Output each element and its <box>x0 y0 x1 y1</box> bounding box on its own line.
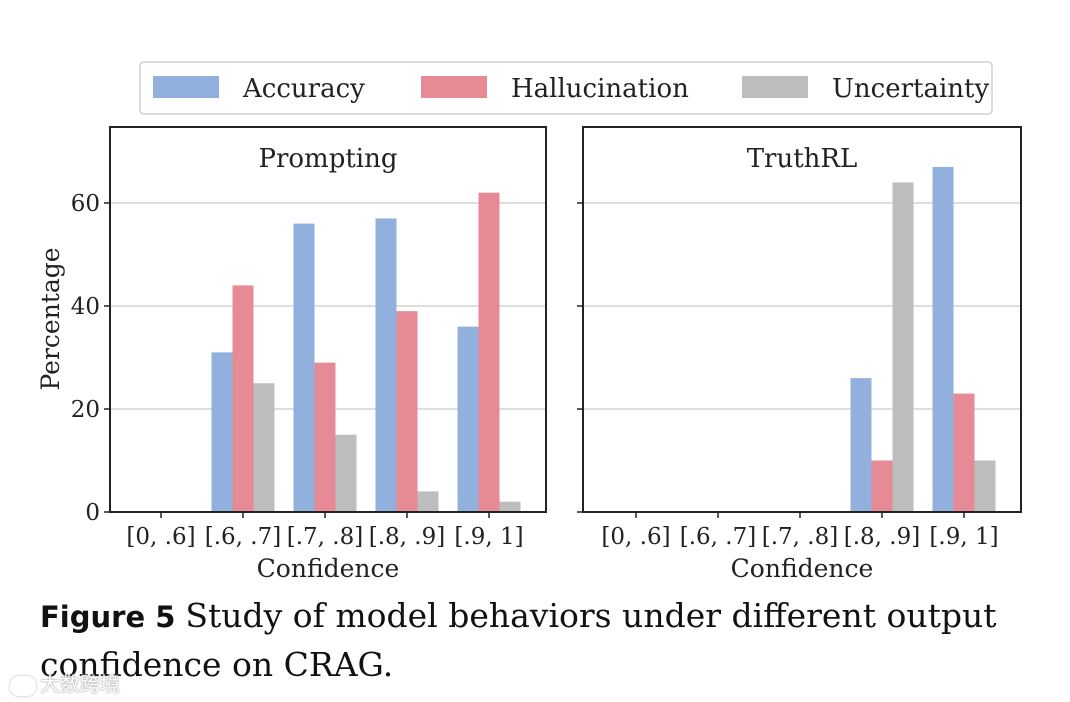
legend-label-hallucination: Hallucination <box>511 74 689 104</box>
legend-label-accuracy: Accuracy <box>242 74 365 104</box>
panel-prompting: Prompting 0 20 40 60 [0, .6] [.6, .7] [.7, .8… <box>36 126 547 583</box>
ytick-label-prompting-0: 0 <box>85 500 100 526</box>
ytick-label-prompting-40: 40 <box>71 294 100 320</box>
legend: Accuracy Hallucination Uncertainty <box>139 61 993 115</box>
bar-prompting-hallucination-2 <box>314 362 336 512</box>
bar-truthrl-hallucination-3 <box>871 460 893 512</box>
bar-prompting-uncertainty-4 <box>499 501 521 512</box>
figure-caption-label: Figure 5 <box>40 600 176 634</box>
figure-caption: Figure 5 Study of model behaviors under d… <box>40 592 1040 689</box>
bar-prompting-accuracy-4 <box>457 326 479 512</box>
panel-truthrl: TruthRL [0, .6] [.6, .7] [.7, .8] [.8, .9] [… <box>577 126 1022 583</box>
xtick-label-prompting-3: [.8, .9] <box>369 524 445 550</box>
panel-truthrl-title: TruthRL <box>747 144 858 174</box>
legend-swatch-uncertainty <box>742 76 808 98</box>
legend-frame <box>139 61 993 115</box>
bar-prompting-uncertainty-2 <box>335 434 357 512</box>
xtick-label-truthrl-0: [0, .6] <box>601 524 670 550</box>
bar-prompting-accuracy-3 <box>375 218 397 512</box>
xtick-label-prompting-0: [0, .6] <box>126 524 195 550</box>
panel-prompting-ylabel: Percentage <box>36 247 65 390</box>
legend-swatch-hallucination <box>421 76 487 98</box>
bar-prompting-hallucination-4 <box>478 192 500 512</box>
ytick-label-prompting-20: 20 <box>71 397 100 423</box>
bar-truthrl-hallucination-4 <box>953 393 975 512</box>
bar-truthrl-accuracy-4 <box>932 166 954 512</box>
bar-prompting-accuracy-1 <box>211 352 233 512</box>
bar-prompting-uncertainty-3 <box>417 491 439 512</box>
watermark: 大数跨境 <box>10 668 120 697</box>
xtick-label-prompting-1: [.6, .7] <box>205 524 281 550</box>
bar-truthrl-accuracy-3 <box>850 378 872 512</box>
panel-truthrl-frame <box>582 126 1022 513</box>
bar-truthrl-uncertainty-4 <box>974 460 996 512</box>
xtick-label-truthrl-1: [.6, .7] <box>680 524 756 550</box>
watermark-text: 大数跨境 <box>40 672 120 696</box>
bar-prompting-uncertainty-1 <box>253 383 275 512</box>
panel-prompting-xlabel: Confidence <box>257 554 400 583</box>
xtick-label-truthrl-2: [.7, .8] <box>762 524 838 550</box>
ytick-label-prompting-60: 60 <box>71 191 100 217</box>
bar-prompting-hallucination-3 <box>396 311 418 512</box>
legend-label-uncertainty: Uncertainty <box>832 74 989 104</box>
bar-prompting-accuracy-2 <box>293 223 315 512</box>
panel-prompting-title: Prompting <box>258 144 397 174</box>
bar-truthrl-uncertainty-3 <box>892 182 914 512</box>
panel-truthrl-xlabel: Confidence <box>731 554 874 583</box>
bar-prompting-hallucination-1 <box>232 285 254 512</box>
xtick-label-truthrl-3: [.8, .9] <box>844 524 920 550</box>
figure-caption-text: Study of model behaviors under different… <box>40 596 997 684</box>
legend-swatch-accuracy <box>153 76 219 98</box>
panel-prompting-frame <box>109 126 547 513</box>
xtick-label-prompting-2: [.7, .8] <box>287 524 363 550</box>
watermark-logo-icon <box>10 675 36 696</box>
xtick-label-truthrl-4: [.9, 1] <box>929 524 998 550</box>
xtick-label-prompting-4: [.9, 1] <box>454 524 523 550</box>
